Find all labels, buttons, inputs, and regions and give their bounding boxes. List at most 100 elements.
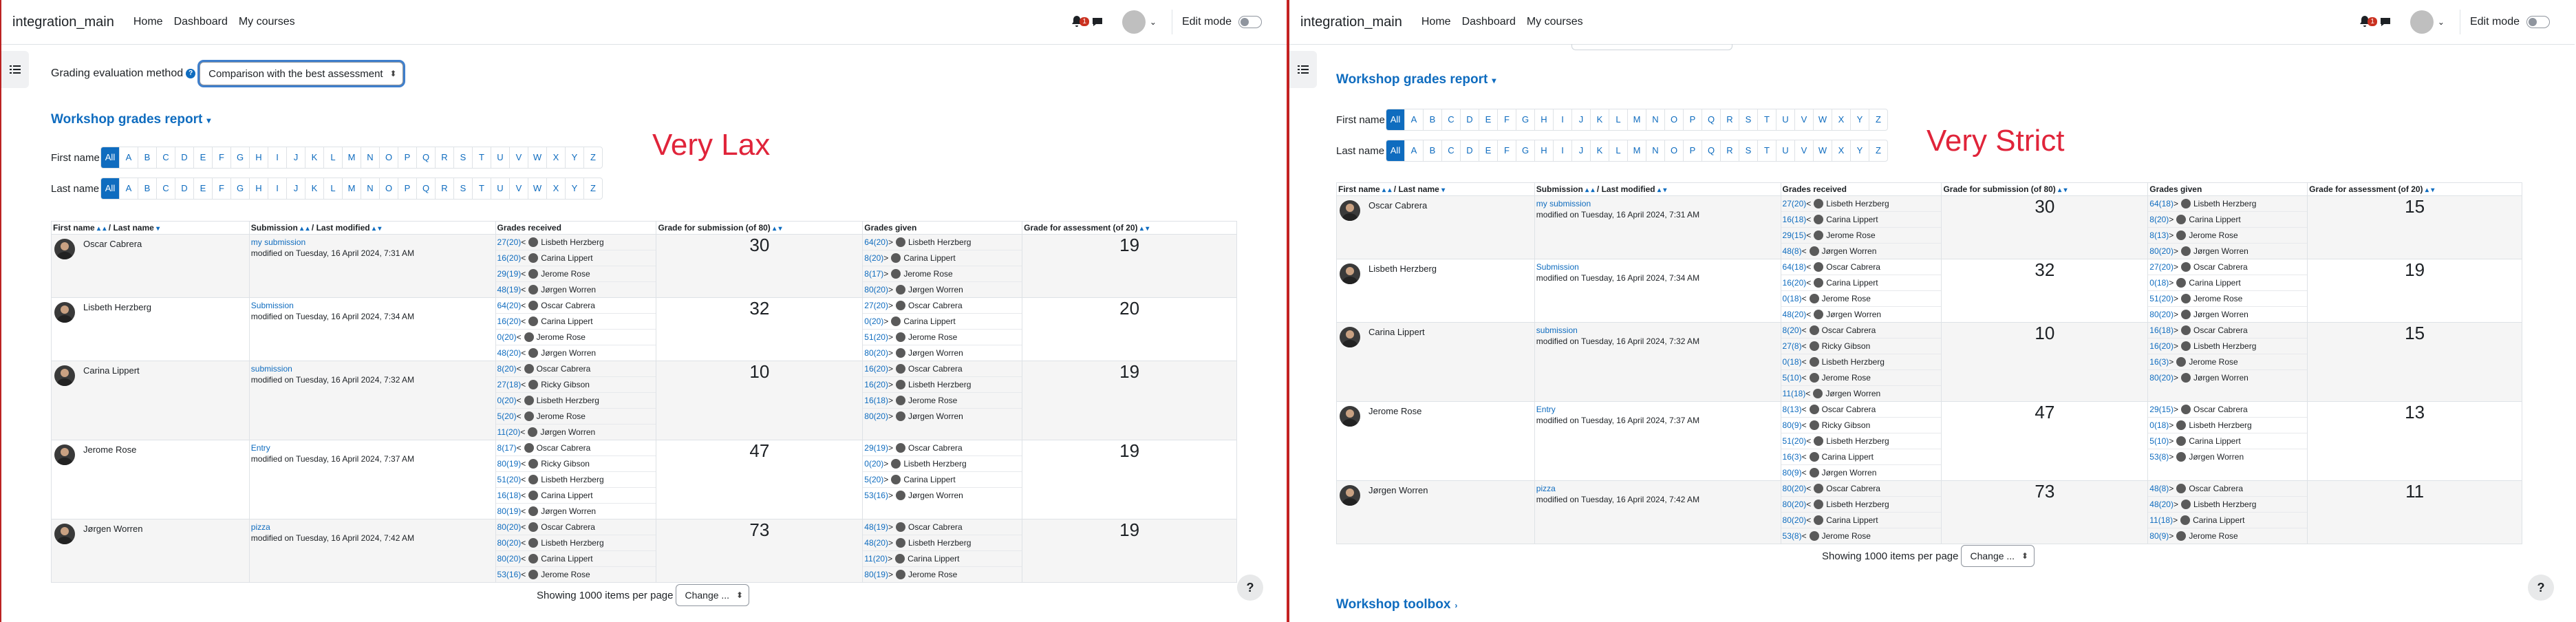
grades-given-item[interactable]: 80 (20) > Jørgen Worren — [2148, 244, 2307, 259]
participant-name[interactable]: Jerome Rose — [83, 444, 137, 455]
grades-given-item[interactable]: 8 (20) > Carina Lippert — [863, 250, 1022, 266]
grade-value[interactable]: 53 — [864, 491, 874, 500]
grade-value[interactable]: 80 — [1782, 484, 1792, 493]
submission-link[interactable]: Submission — [250, 301, 294, 310]
letter-filter-c[interactable]: C — [1442, 109, 1461, 130]
grade-value[interactable]: 80 — [864, 285, 874, 294]
per-page-select[interactable]: Change ... — [1961, 545, 2035, 567]
grades-received-item[interactable]: 27 (18) < Ricky Gibson — [495, 377, 656, 393]
grades-received-item[interactable]: 11 (18) < Jørgen Worren — [1781, 386, 1942, 401]
grades-given-item[interactable]: 16 (20) > Lisbeth Herzberg — [863, 377, 1022, 393]
letter-filter-v[interactable]: V — [510, 147, 528, 168]
grades-given-item[interactable]: 80 (20) > Jørgen Worren — [863, 345, 1022, 361]
letter-filter-z[interactable]: Z — [1876, 145, 1881, 156]
grades-received-item[interactable]: 27 (20) < Lisbeth Herzberg — [1781, 196, 1942, 212]
grades-received-item[interactable]: 8 (13) < Oscar Cabrera — [1781, 402, 1942, 418]
grade-value[interactable]: 80 — [497, 522, 506, 532]
grades-given-item[interactable]: 53 (16) > Jørgen Worren — [863, 488, 1022, 503]
letter-filter-d[interactable]: D — [175, 147, 194, 168]
letter-filter-h[interactable]: H — [1535, 109, 1554, 130]
user-avatar[interactable] — [2409, 10, 2434, 34]
letter-filter-v[interactable]: V — [1795, 140, 1814, 161]
grade-value[interactable]: 11 — [497, 427, 506, 437]
grade-value[interactable]: 80 — [1782, 515, 1792, 525]
avatar[interactable] — [54, 444, 75, 465]
letter-filter-o[interactable]: O — [1665, 140, 1684, 161]
grades-given-item[interactable]: 80 (20) > Jørgen Worren — [863, 409, 1022, 424]
grade-value[interactable]: 5 — [2149, 436, 2154, 446]
grades-given-item[interactable]: 80 (19) > Jerome Rose — [863, 567, 1022, 582]
letter-filter-v[interactable]: V — [1795, 109, 1814, 130]
avatar[interactable] — [54, 239, 75, 259]
letter-filter-c[interactable]: C — [157, 147, 175, 168]
letter-filter-x[interactable]: X — [1832, 109, 1851, 130]
grade-value[interactable]: 8 — [864, 253, 869, 263]
col-submission[interactable]: Submission ▴ ▴ / Last modified ▴ ▾ — [248, 221, 496, 235]
submission-link[interactable]: pizza — [1536, 484, 1556, 493]
letter-filter-y[interactable]: Y — [1851, 140, 1869, 161]
grades-given-item[interactable]: 0 (18) > Lisbeth Herzberg — [2148, 418, 2308, 433]
letter-filter-y[interactable]: Y — [1851, 109, 1869, 130]
avatar[interactable] — [1340, 485, 1360, 506]
grades-given-item[interactable]: 27 (20) > Oscar Cabrera — [2148, 259, 2308, 275]
avatar[interactable] — [1340, 200, 1360, 221]
grades-received-item[interactable]: 16 (20) < Carina Lippert — [495, 314, 656, 330]
grade-value[interactable]: 51 — [497, 475, 506, 484]
grades-given-item[interactable]: 51 (20) > Jerome Rose — [863, 330, 1022, 345]
grades-given-item[interactable]: 16 (20) > Oscar Cabrera — [863, 361, 1022, 377]
submission-link[interactable]: Submission — [1536, 262, 1579, 272]
grades-received-item[interactable]: 53 (8) < Jerome Rose — [1781, 528, 1942, 544]
grades-received-item[interactable]: 0 (18) < Lisbeth Herzberg — [1781, 354, 1942, 370]
letter-filter-i[interactable]: I — [268, 147, 287, 168]
grade-value[interactable]: 16 — [1782, 278, 1792, 288]
letter-filter-k[interactable]: K — [305, 147, 324, 168]
grade-value[interactable]: 16 — [2149, 357, 2159, 367]
letter-filter-z[interactable]: Z — [1876, 114, 1881, 125]
grades-given-item[interactable]: 80 (9) > Jerome Rose — [2148, 528, 2307, 544]
grades-given-item[interactable]: 80 (20) > Jørgen Worren — [2148, 307, 2307, 322]
letter-filter-s[interactable]: S — [454, 178, 473, 199]
grade-value[interactable]: 48 — [497, 348, 506, 358]
grade-value[interactable]: 64 — [2149, 199, 2159, 208]
grade-value[interactable]: 8 — [497, 364, 502, 374]
letter-filter-w[interactable]: W — [1814, 140, 1832, 161]
letter-filter-d[interactable]: D — [1461, 109, 1479, 130]
letter-filter-f[interactable]: F — [213, 178, 231, 199]
grades-given-item[interactable]: 8 (20) > Carina Lippert — [2148, 212, 2308, 228]
grades-given-item[interactable]: 29 (19) > Oscar Cabrera — [863, 440, 1022, 456]
grades-given-item[interactable]: 29 (15) > Oscar Cabrera — [2148, 402, 2308, 418]
grades-given-item[interactable]: 5 (10) > Carina Lippert — [2148, 433, 2308, 449]
participant-name[interactable]: Lisbeth Herzberg — [83, 302, 151, 312]
grades-received-item[interactable]: 80 (20) < Lisbeth Herzberg — [1781, 497, 1942, 513]
letter-filter-p[interactable]: P — [1684, 140, 1702, 161]
grades-received-item[interactable]: 64 (18) < Oscar Cabrera — [1781, 259, 1942, 275]
grade-value[interactable]: 51 — [1782, 436, 1792, 446]
letter-filter-r[interactable]: R — [1721, 109, 1739, 130]
grades-received-item[interactable]: 8 (20) < Oscar Cabrera — [1781, 323, 1942, 339]
nav-my-courses[interactable]: My courses — [1526, 16, 1583, 28]
letter-filter-all[interactable]: All — [1386, 140, 1405, 161]
letter-filter-f[interactable]: F — [213, 147, 231, 168]
grades-received-item[interactable]: 80 (20) < Oscar Cabrera — [1781, 481, 1942, 497]
avatar[interactable] — [54, 302, 75, 323]
letter-filter-q[interactable]: Q — [1702, 109, 1721, 130]
letter-filter-i[interactable]: I — [1554, 140, 1572, 161]
toolbox-title[interactable]: Workshop toolbox › — [1336, 597, 1458, 612]
letter-filter-z[interactable]: Z — [590, 183, 596, 193]
letter-filter-p[interactable]: P — [398, 178, 417, 199]
grades-given-item[interactable]: 8 (13) > Jerome Rose — [2148, 228, 2308, 244]
grade-value[interactable]: 8 — [2149, 215, 2154, 224]
chevron-down-icon[interactable]: ⌄ — [2437, 17, 2445, 27]
grade-value[interactable]: 48 — [2149, 484, 2159, 493]
grade-value[interactable]: 80 — [864, 411, 874, 421]
grade-value[interactable]: 5 — [1782, 373, 1788, 383]
grade-value[interactable]: 5 — [497, 411, 502, 421]
grade-value[interactable]: 80 — [2149, 531, 2159, 541]
letter-filter-m[interactable]: M — [343, 178, 361, 199]
letter-filter-w[interactable]: W — [528, 147, 547, 168]
grade-value[interactable]: 80 — [497, 459, 506, 469]
grades-received-item[interactable]: 80 (20) < Lisbeth Herzberg — [495, 535, 656, 551]
participant-name[interactable]: Jørgen Worren — [1368, 485, 1428, 495]
help-icon[interactable]: ? — [186, 69, 196, 78]
letter-filter-k[interactable]: K — [1591, 140, 1609, 161]
